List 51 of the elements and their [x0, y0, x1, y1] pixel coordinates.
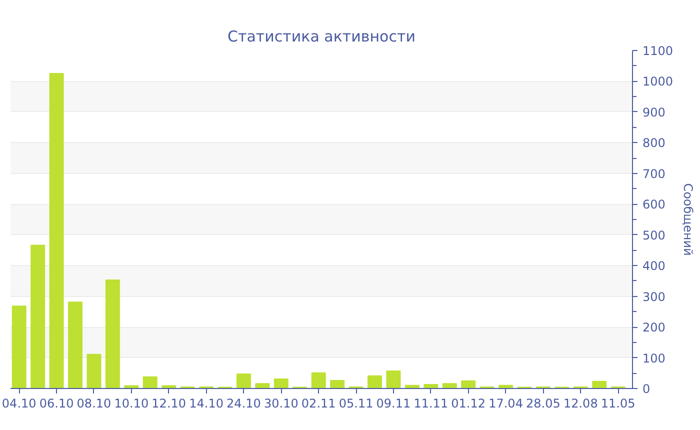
bar — [424, 384, 438, 388]
y-tick-label: 400 — [642, 259, 666, 274]
bar — [368, 375, 382, 388]
x-tick-label: 14.10 — [189, 396, 224, 410]
bar — [162, 385, 176, 388]
bar — [236, 374, 251, 388]
y-tick-label: 100 — [642, 351, 666, 366]
x-tick-label: 17.04 — [488, 396, 523, 410]
y-tick-label: 0 — [642, 382, 650, 396]
x-tick-label: 05.11 — [338, 396, 374, 410]
bar — [30, 244, 46, 388]
y-tick-label: 800 — [642, 136, 666, 150]
bar — [105, 280, 120, 388]
y-tick-label: 700 — [642, 166, 666, 181]
y-tick-label: 500 — [642, 228, 666, 242]
bar — [12, 306, 26, 388]
y-tick-label: 300 — [642, 290, 666, 304]
x-tick-label: 06.10 — [39, 396, 74, 410]
x-tick-label: 01.12 — [451, 396, 486, 410]
x-tick-label: 30.10 — [264, 396, 298, 410]
x-tick-label: 02.11 — [301, 396, 336, 410]
bar — [442, 383, 457, 388]
bar — [49, 73, 64, 388]
x-tick-label: 12.08 — [563, 396, 598, 410]
x-tick-label: 10.10 — [114, 396, 149, 410]
x-tick-label: 24.10 — [226, 396, 261, 410]
bar — [461, 380, 476, 388]
bar — [124, 385, 139, 388]
x-tick-label: 11.05 — [600, 396, 636, 410]
y-tick-label: 1100 — [642, 44, 674, 58]
bar — [142, 376, 158, 388]
x-tick-label: 09.11 — [376, 396, 411, 410]
y-tick-label: 900 — [642, 105, 666, 120]
bar — [592, 380, 607, 388]
chart-title: Статистика активности — [228, 28, 416, 46]
bar — [68, 302, 83, 388]
bar — [255, 383, 270, 388]
bar — [86, 354, 102, 388]
y-axis-title: Сообщений — [681, 183, 696, 256]
bar — [311, 372, 326, 388]
x-tick-label: 04.10 — [2, 396, 36, 410]
x-tick-label: 12.10 — [152, 396, 186, 410]
x-tick-label: 11.11 — [414, 396, 448, 410]
bar — [386, 370, 401, 388]
bar — [330, 380, 345, 388]
y-tick-label: 200 — [642, 320, 666, 335]
y-tick-label: 1000 — [642, 74, 674, 89]
x-tick-label: 08.10 — [76, 396, 112, 410]
y-tick-label: 600 — [642, 198, 666, 212]
x-tick-label: 28.05 — [526, 396, 560, 410]
bar — [274, 378, 288, 388]
